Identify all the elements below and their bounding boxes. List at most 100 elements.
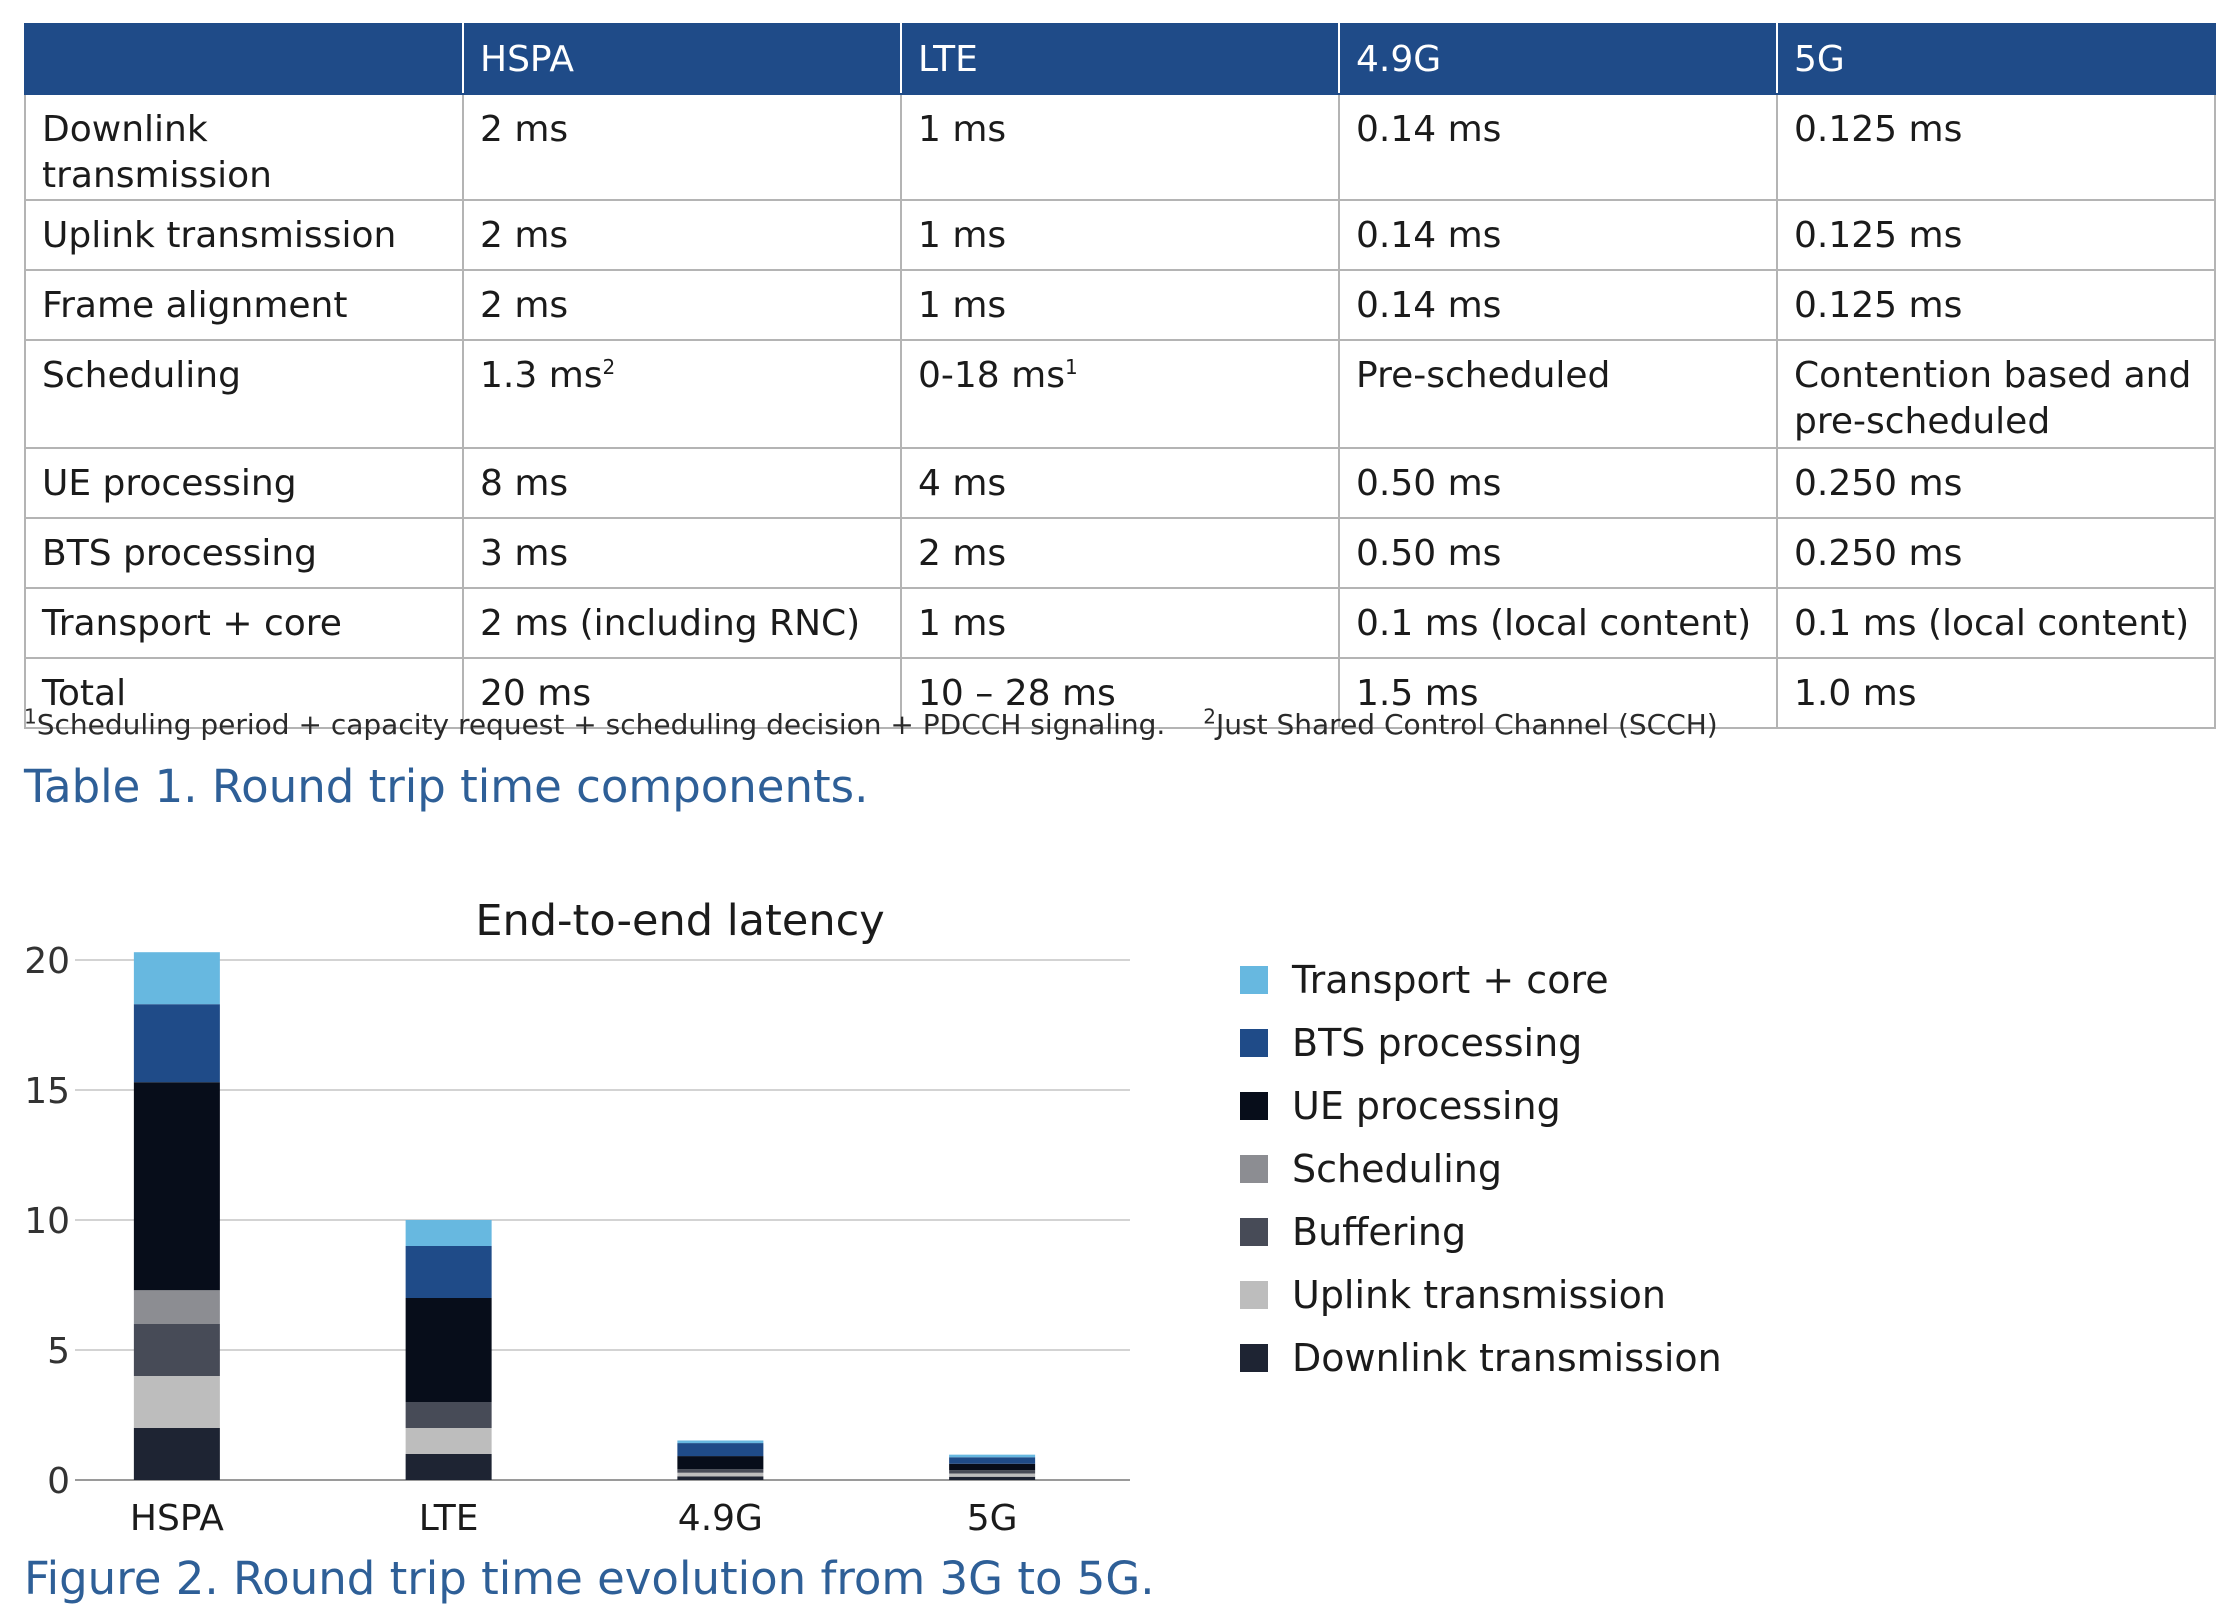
table-cell: 1.0 ms (1776, 657, 2216, 729)
bar-segment (405, 1428, 492, 1454)
footnote-2-text: Just Shared Control Channel (SCCH) (1216, 708, 1718, 741)
table-cell: 0.14 ms (1338, 93, 1778, 201)
bar-segment (949, 1473, 1036, 1477)
row-label: Frame alignment (24, 269, 464, 341)
table-cell: 2 ms (462, 199, 902, 271)
table-row: Frame alignment 2 ms 1 ms 0.14 ms 0.125 … (24, 269, 2216, 341)
legend-label: Buffering (1292, 1210, 1466, 1254)
bar-segment (405, 1402, 492, 1428)
bar-segment (133, 1290, 220, 1324)
cell-text: 1.3 ms (480, 355, 603, 396)
x-tick-label: HSPA (130, 1498, 224, 1539)
footnote-2-marker: 2 (1203, 704, 1217, 729)
bar-segment (949, 1470, 1036, 1474)
table-cell: 10 – 28 ms (900, 657, 1340, 729)
figure-caption: Figure 2. Round trip time evolution from… (24, 1552, 1155, 1605)
bar-segment (949, 1463, 1036, 1471)
table-row: Total 20 ms 10 – 28 ms 1.5 ms 1.0 ms (24, 657, 2216, 729)
legend-swatch (1240, 1029, 1268, 1057)
row-label: Total (24, 657, 464, 729)
header-cell: LTE (900, 23, 1340, 95)
bar-segment (677, 1456, 764, 1470)
table-cell: 1 ms (900, 199, 1340, 271)
table-cell: 2 ms (462, 93, 902, 201)
bar-segment (405, 1246, 492, 1298)
table-row: Downlink transmission 2 ms 1 ms 0.14 ms … (24, 93, 2216, 201)
table-cell: 1.3 ms2 (462, 339, 902, 449)
table-cell: 0.1 ms (local content) (1776, 587, 2216, 659)
table-cell: 0.125 ms (1776, 93, 2216, 201)
bar-segment (133, 952, 220, 1005)
table-cell: 1 ms (900, 269, 1340, 341)
table-cell: 0.125 ms (1776, 269, 2216, 341)
legend-swatch (1240, 966, 1268, 994)
table-row: Transport + core 2 ms (including RNC) 1 … (24, 587, 2216, 659)
legend-label: BTS processing (1292, 1021, 1582, 1065)
legend-label: UE processing (1292, 1084, 1561, 1128)
table-cell: 0.50 ms (1338, 517, 1778, 589)
bar-segment (133, 1376, 220, 1428)
y-tick-label: 10 (24, 1201, 70, 1242)
chart-title: End-to-end latency (475, 896, 884, 946)
chart-legend: Transport + core BTS processing UE process… (1240, 958, 1722, 1380)
row-label: Scheduling (24, 339, 464, 449)
table-cell: 0.250 ms (1776, 447, 2216, 519)
y-tick-label: 15 (24, 1071, 70, 1112)
table-cell: Contention based and pre-scheduled (1776, 339, 2216, 449)
table-cell: 1.5 ms (1338, 657, 1778, 729)
footnote-2: 2Just Shared Control Channel (SCCH) (1203, 704, 1718, 741)
bar-segment (677, 1440, 764, 1444)
legend-swatch (1240, 1155, 1268, 1183)
y-tick-label: 0 (47, 1461, 70, 1502)
table-cell: 0.14 ms (1338, 199, 1778, 271)
chart-x-axis: HSPA LTE 4.9G 5G (130, 1498, 1018, 1539)
footnote-marker: 2 (602, 355, 616, 379)
table-cell: 3 ms (462, 517, 902, 589)
table-cell: 2 ms (including RNC) (462, 587, 902, 659)
table-cell: 0.14 ms (1338, 269, 1778, 341)
bar-segment (133, 1324, 220, 1376)
row-label: Uplink transmission (24, 199, 464, 271)
bar-segment (677, 1443, 764, 1457)
bar-segment (405, 1220, 492, 1246)
bar-segment (677, 1469, 764, 1473)
bar-segment (133, 1082, 220, 1291)
table-row: Uplink transmission 2 ms 1 ms 0.14 ms 0.… (24, 199, 2216, 271)
table-header-row: HSPA LTE 4.9G 5G (24, 23, 2216, 95)
table-row: UE processing 8 ms 4 ms 0.50 ms 0.250 ms (24, 447, 2216, 519)
table-cell: 20 ms (462, 657, 902, 729)
header-cell: 5G (1776, 23, 2216, 95)
row-label: Downlink transmission (24, 93, 464, 201)
table-cell: Pre-scheduled (1338, 339, 1778, 449)
bar-segment (405, 1298, 492, 1402)
table-cell: 1 ms (900, 93, 1340, 201)
footnote-1: 1Scheduling period + capacity request + … (24, 707, 1165, 741)
chart-gridlines (75, 959, 1130, 1481)
legend-swatch (1240, 1218, 1268, 1246)
chart-bars (133, 952, 1036, 1480)
table-cell: 0.50 ms (1338, 447, 1778, 519)
x-tick-label: 5G (967, 1498, 1018, 1539)
bar-segment (677, 1476, 764, 1480)
bar-segment (133, 1004, 220, 1083)
table-cell: 2 ms (900, 517, 1340, 589)
row-label: BTS processing (24, 517, 464, 589)
y-tick-label: 5 (47, 1331, 70, 1372)
legend-label: Downlink transmission (1292, 1336, 1722, 1380)
y-tick-label: 20 (24, 941, 70, 982)
bar-segment (677, 1472, 764, 1477)
legend-label: Transport + core (1291, 958, 1609, 1002)
header-cell: 4.9G (1338, 23, 1778, 95)
header-cell: HSPA (462, 23, 902, 95)
table-cell: 1 ms (900, 587, 1340, 659)
x-tick-label: 4.9G (678, 1498, 763, 1539)
table-cell: 0.250 ms (1776, 517, 2216, 589)
row-label: UE processing (24, 447, 464, 519)
legend-label: Scheduling (1292, 1147, 1502, 1191)
table-footnotes: 1Scheduling period + capacity request + … (24, 704, 1718, 741)
footnote-marker: 1 (1064, 355, 1078, 379)
legend-swatch (1240, 1092, 1268, 1120)
bar-segment (949, 1476, 1036, 1480)
table-cell: 2 ms (462, 269, 902, 341)
table-row: Scheduling 1.3 ms2 0-18 ms1 Pre-schedule… (24, 339, 2216, 449)
